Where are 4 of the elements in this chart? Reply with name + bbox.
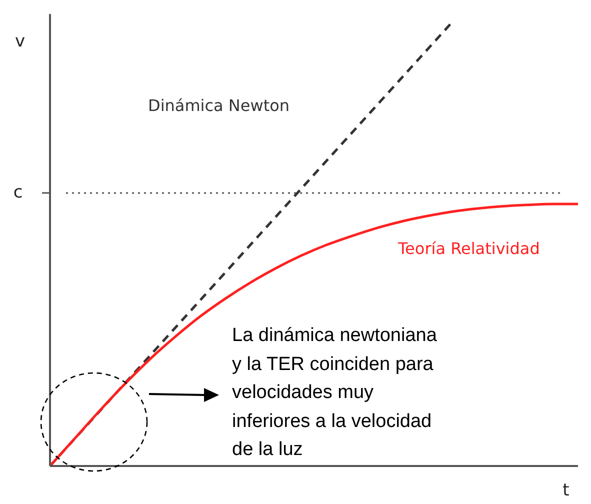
text: Dinámica Newton [148, 96, 290, 116]
y-axis-title: v [14, 31, 26, 52]
ref-line-label: c [13, 182, 23, 202]
x-axis-title: t [562, 480, 570, 500]
